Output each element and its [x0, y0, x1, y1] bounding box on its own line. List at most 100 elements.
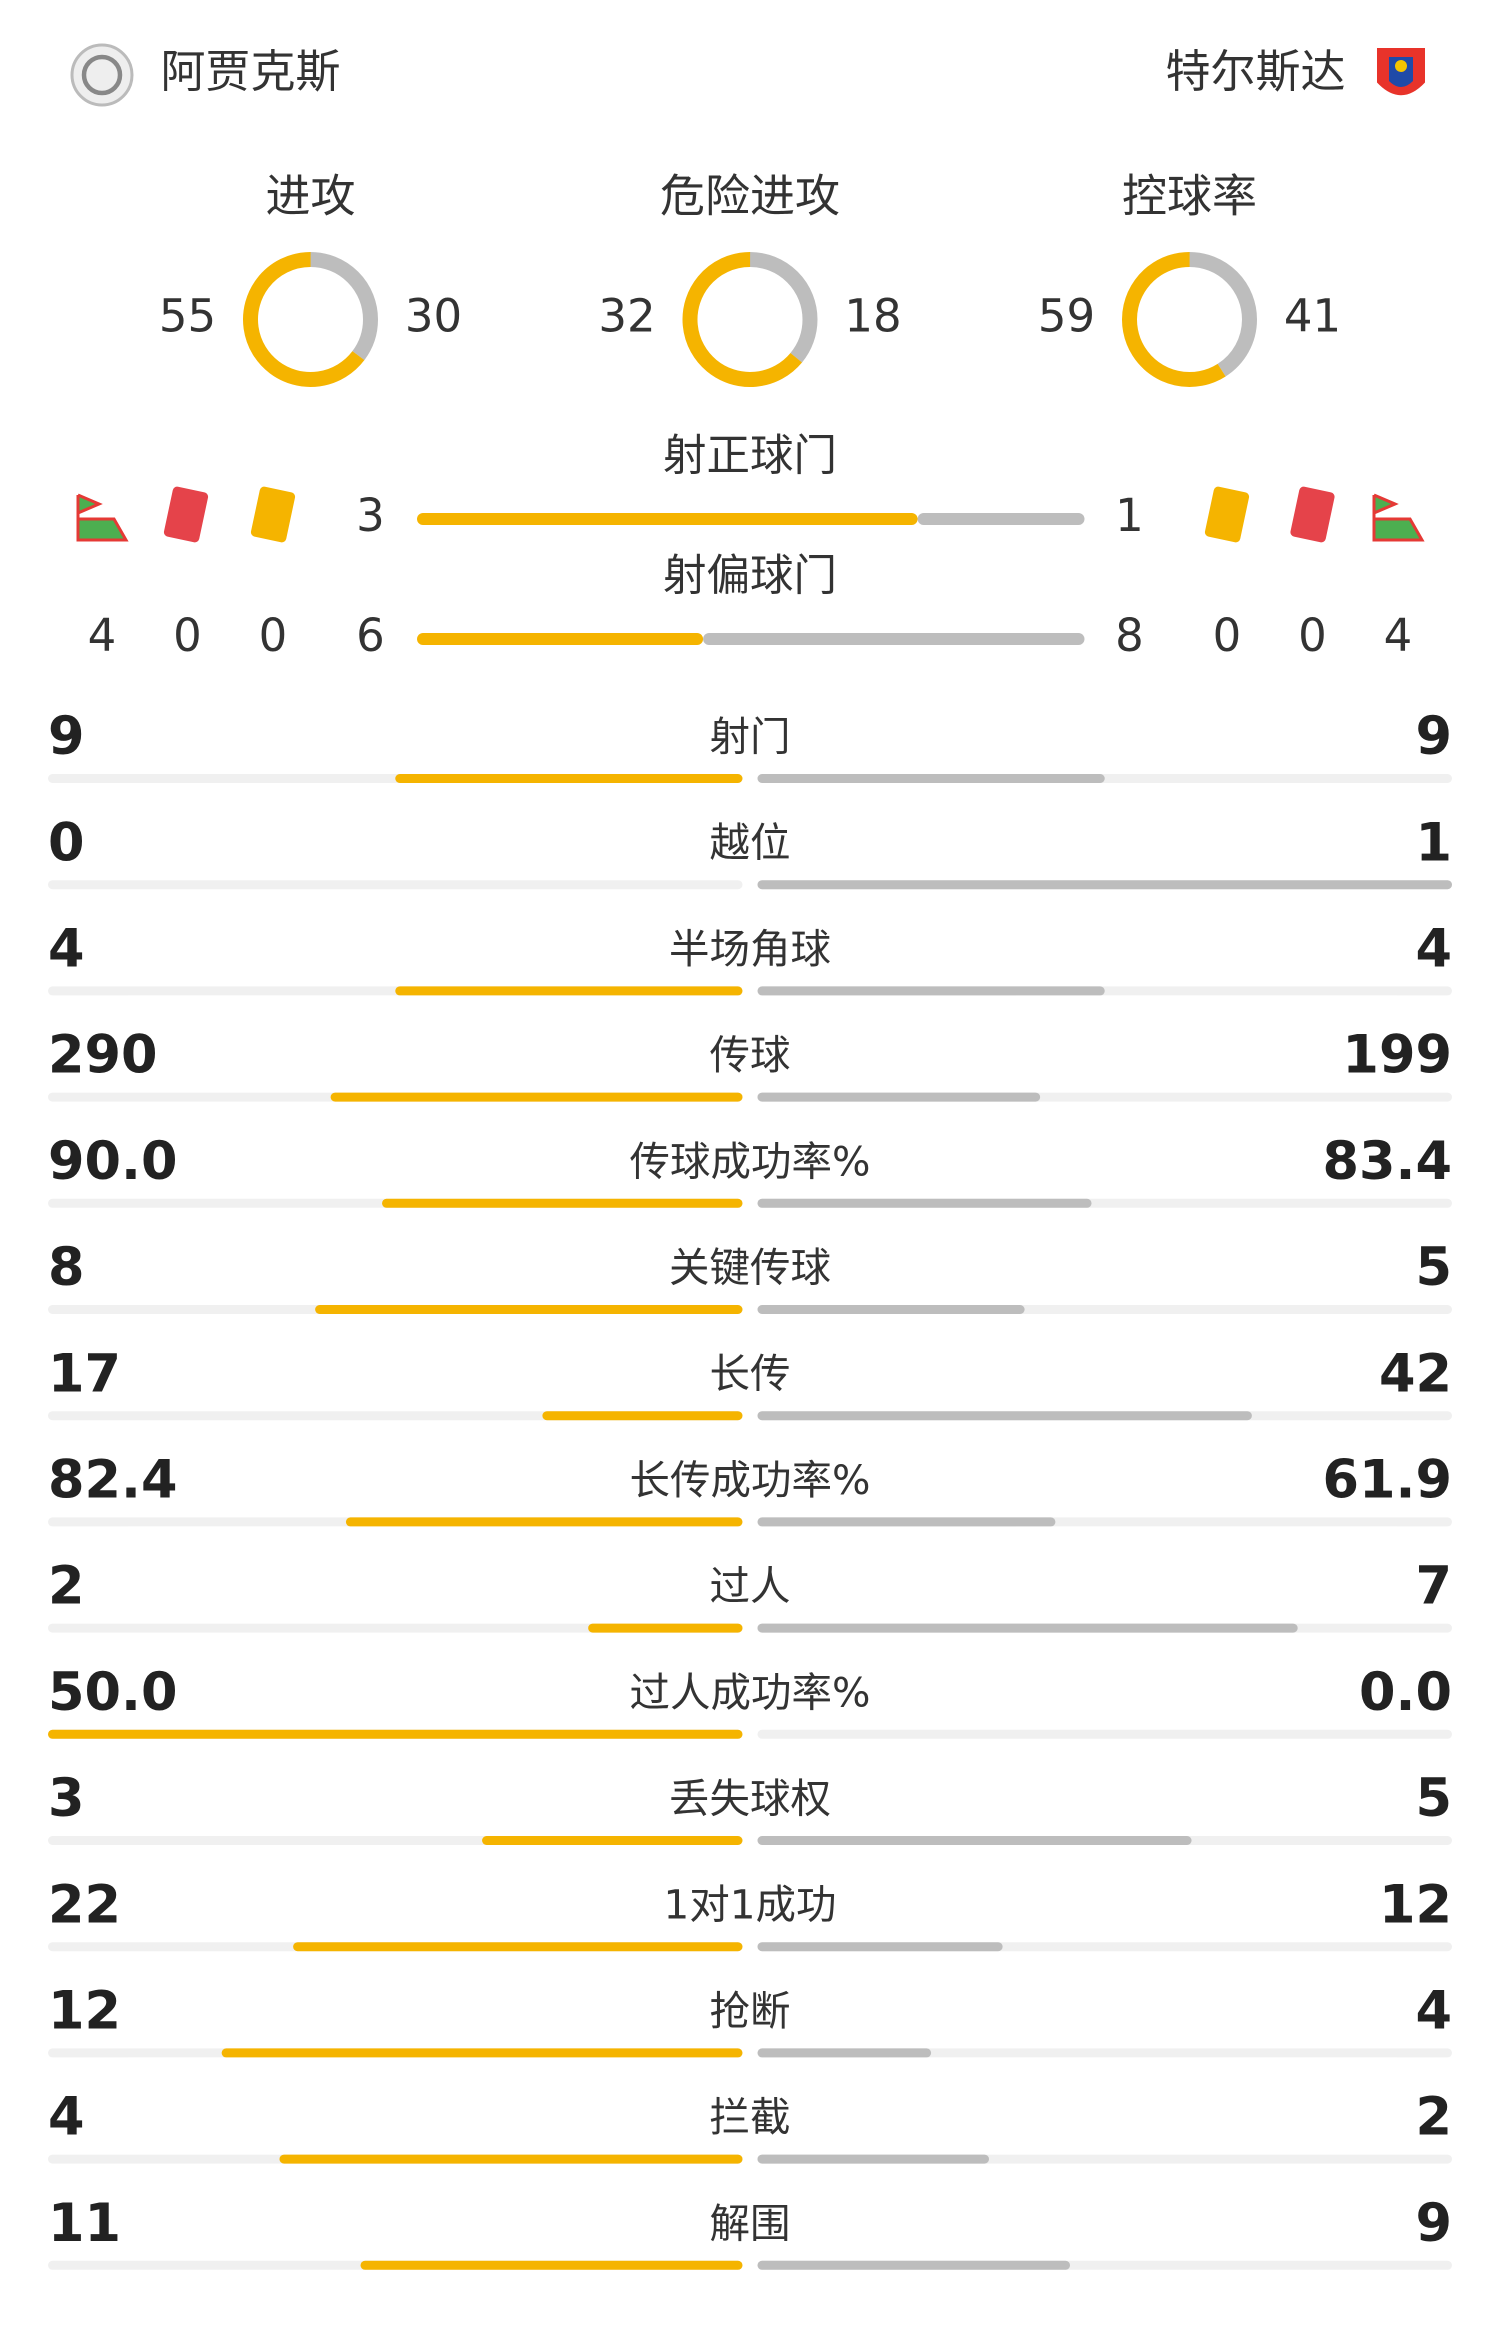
away-value: 61.9 [1322, 1450, 1452, 1511]
track [757, 2048, 1452, 2058]
stat-label: 过人成功率% [630, 1668, 871, 1716]
away-value: 9 [1415, 706, 1452, 767]
home-value: 50.0 [48, 1662, 178, 1723]
away-bar [703, 632, 1085, 645]
stat-label: 长传成功率% [630, 1456, 871, 1504]
home-bar [395, 986, 743, 996]
stat-label: 抢断 [710, 1987, 791, 2035]
home-value: 3 [48, 1768, 85, 1829]
home-value: 6 [356, 609, 385, 662]
away-value: 4 [1415, 919, 1452, 980]
stat-label: 越位 [710, 819, 791, 867]
home-value: 11 [48, 2193, 121, 2254]
stat-label: 长传 [710, 1350, 791, 1398]
away-bar [757, 986, 1105, 996]
summary-label: 控球率 [1122, 169, 1257, 222]
home-bar [293, 1942, 743, 1952]
home-bar [382, 1198, 743, 1208]
away-value: 5 [1415, 1237, 1452, 1298]
home-value: 22 [48, 1874, 121, 1935]
home-value: 32 [598, 289, 655, 342]
away-bar [757, 1304, 1025, 1314]
home-arc [1121, 251, 1257, 387]
home-bar [315, 1304, 743, 1314]
home-team: 阿贾克斯 [161, 45, 341, 98]
stat-label: 解围 [710, 2199, 791, 2247]
track [757, 1729, 1452, 1739]
away-bar [757, 773, 1105, 783]
stat-label: 射门 [710, 712, 791, 760]
away-bar [757, 1517, 1056, 1527]
home-value: 55 [159, 289, 216, 342]
home-bar [279, 2154, 743, 2164]
home-value: 290 [48, 1025, 158, 1086]
away-value: 199 [1342, 1025, 1452, 1086]
away-bar [757, 880, 1452, 890]
stat-label: 关键传球 [669, 1243, 831, 1291]
stat-label: 传球 [710, 1031, 791, 1079]
away-value: 1 [1415, 812, 1452, 873]
home-bar [588, 1623, 743, 1633]
home-value: 90.0 [48, 1131, 178, 1192]
away-bar [757, 1835, 1192, 1845]
away-value: 41 [1284, 289, 1341, 342]
away-bar [757, 1092, 1041, 1102]
red-cards: 0 [1298, 609, 1327, 662]
track [48, 1623, 743, 1633]
home-value: 4 [48, 2087, 85, 2148]
summary-label: 危险进攻 [660, 169, 840, 222]
home-bar [395, 773, 743, 783]
away-value: 42 [1379, 1343, 1452, 1404]
home-bar [542, 1411, 743, 1421]
home-value: 59 [1038, 289, 1095, 342]
stat-label: 拦截 [710, 2093, 791, 2141]
away-value: 2 [1415, 2087, 1452, 2148]
away-bar [917, 512, 1085, 525]
home-value: 17 [48, 1343, 121, 1404]
stat-label: 1对1成功 [664, 1881, 837, 1929]
away-bar [757, 2260, 1071, 2270]
away-value: 7 [1415, 1556, 1452, 1617]
home-value: 4 [48, 919, 85, 980]
home-bar [221, 2048, 743, 2058]
home-bar [417, 632, 704, 645]
away-value: 12 [1379, 1874, 1452, 1935]
home-icons [76, 486, 296, 543]
home-bar [417, 512, 918, 525]
home-bar [482, 1835, 743, 1845]
red-cards: 0 [173, 609, 202, 662]
away-logo [1376, 47, 1425, 96]
away-bar [757, 1623, 1298, 1633]
away-team: 特尔斯达 [1166, 45, 1346, 98]
away-value: 8 [1115, 609, 1144, 662]
shot-label: 射偏球门 [663, 551, 837, 601]
home-value: 0 [48, 812, 85, 873]
away-value: 9 [1415, 2193, 1452, 2254]
away-bar [757, 1411, 1252, 1421]
stat-label: 过人 [710, 1562, 791, 1610]
home-bar [345, 1517, 743, 1527]
away-value: 0.0 [1359, 1662, 1452, 1723]
yellow-cards: 0 [259, 609, 288, 662]
home-bar [330, 1092, 743, 1102]
home-bar [360, 2260, 743, 2270]
corners: 4 [88, 609, 117, 662]
away-value: 83.4 [1322, 1131, 1452, 1192]
home-arc [243, 251, 379, 387]
home-value: 2 [48, 1556, 85, 1617]
stat-label: 丢失球权 [669, 1774, 831, 1822]
away-bar [757, 2048, 932, 2058]
stat-label: 半场角球 [669, 925, 831, 973]
stat-label: 传球成功率% [630, 1137, 871, 1185]
home-value: 3 [356, 489, 385, 542]
home-bar [48, 1729, 743, 1739]
summary-label: 进攻 [266, 169, 356, 222]
shot-label: 射正球门 [663, 431, 837, 481]
away-icons [1204, 486, 1425, 543]
yellow-cards: 0 [1213, 609, 1242, 662]
away-value: 30 [405, 289, 462, 342]
away-value: 1 [1115, 489, 1144, 542]
home-value: 12 [48, 1981, 121, 2042]
away-value: 18 [844, 289, 901, 342]
away-bar [757, 2154, 989, 2164]
